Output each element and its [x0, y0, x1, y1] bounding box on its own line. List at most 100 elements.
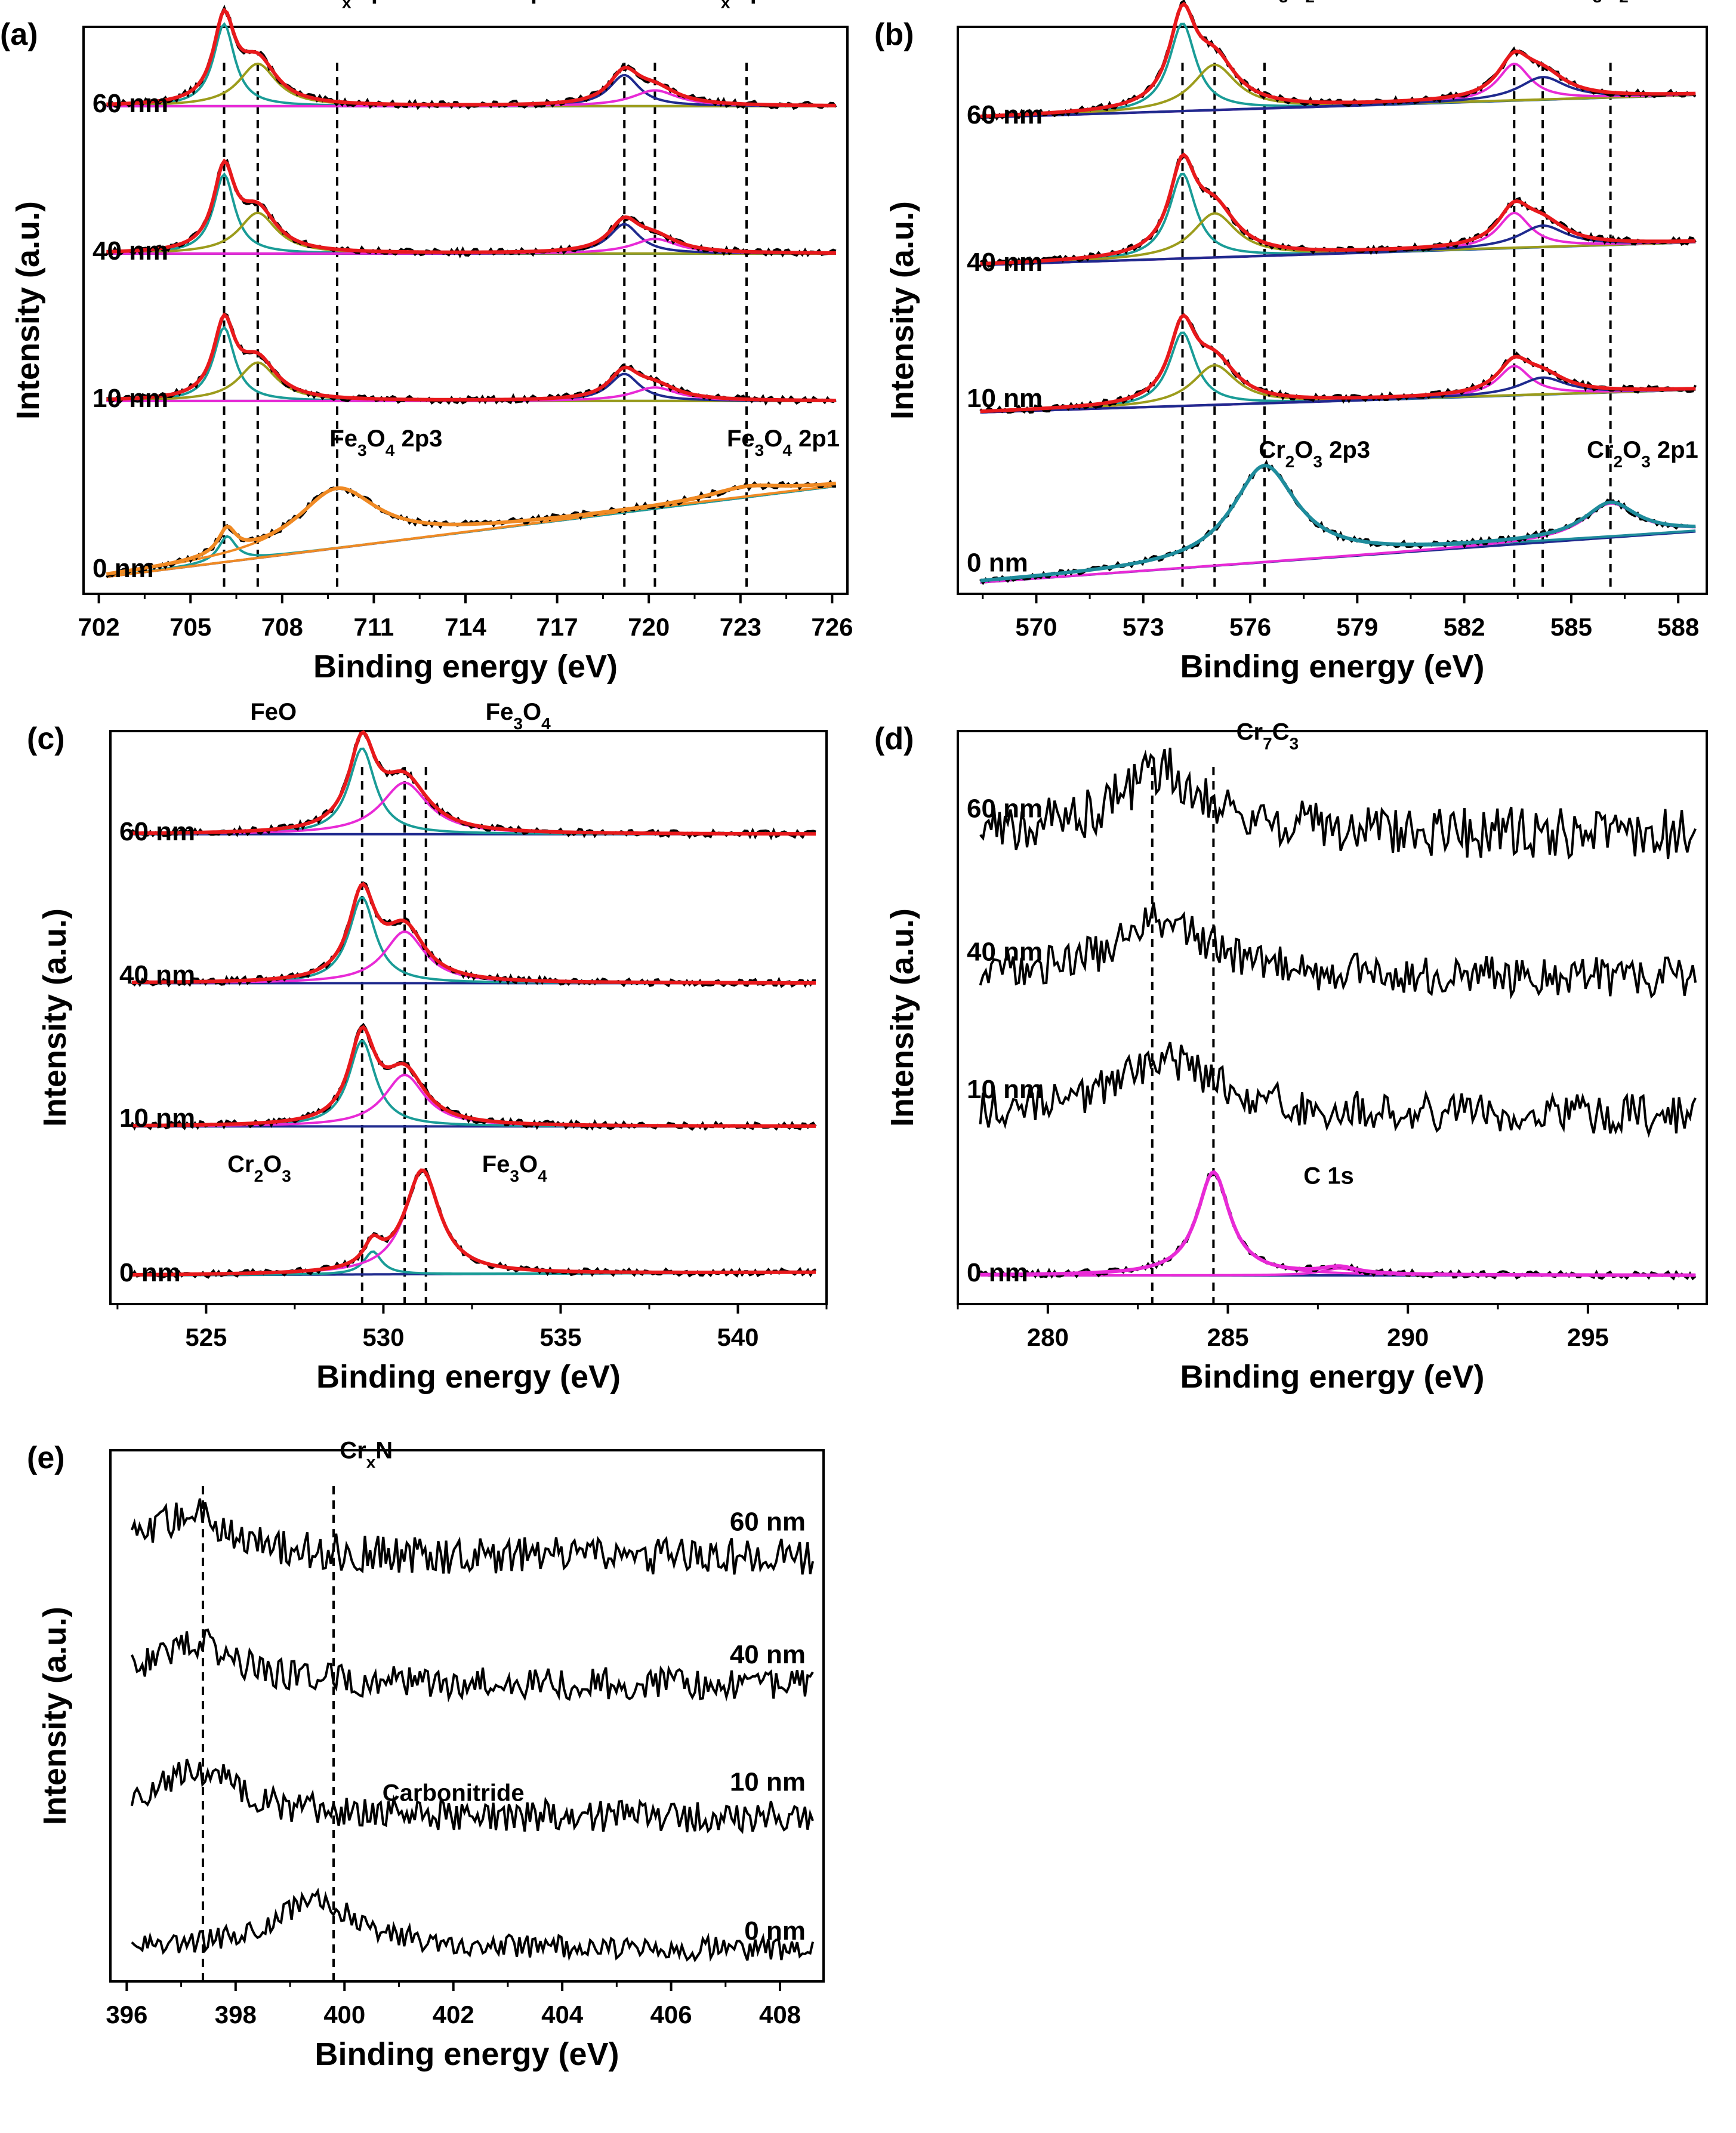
x-tick-label: 406 [650, 2001, 692, 2029]
x-tick-label: 585 [1550, 613, 1592, 641]
peak-annotation: FeCrx 2p3 [288, 0, 399, 11]
panel-label: (a) [0, 17, 38, 52]
x-tick-label: 535 [539, 1323, 581, 1351]
fit-envelope [131, 1025, 816, 1128]
spectrum-40-nm [131, 1628, 814, 1703]
raw-spectrum [979, 313, 1697, 414]
plot-frame [82, 26, 849, 595]
raw-spectrum [131, 730, 816, 840]
x-tick-label: 711 [354, 613, 394, 641]
raw-spectrum [979, 747, 1697, 860]
raw-spectrum [131, 1169, 816, 1280]
component-peak [980, 76, 1696, 119]
x-tick-label: 408 [759, 2001, 801, 2029]
component-peak [980, 376, 1696, 414]
peak-annotation: Fe 2p3 [483, 0, 559, 4]
panel-label: (b) [874, 17, 914, 52]
spectrum-40-nm [105, 158, 837, 259]
fit-envelope [131, 881, 816, 985]
depth-label: 0 nm [967, 1258, 1028, 1287]
depth-label: 40 nm [967, 937, 1043, 966]
peak-annotation: Cr2O3 2p1 [1587, 437, 1698, 471]
spectrum-60-nm [106, 4, 837, 110]
spectrum-10-nm [131, 1022, 817, 1131]
depth-label: 40 nm [92, 236, 168, 266]
x-tick-label: 576 [1229, 613, 1271, 641]
peak-annotation: Fe3O4 2p1 [727, 426, 840, 460]
raw-spectrum [106, 4, 837, 110]
fit-envelope [980, 1170, 1696, 1277]
panel-label: (e) [27, 1441, 65, 1475]
panel-label: (d) [874, 722, 914, 756]
peak-annotation: CrxN [340, 1437, 393, 1471]
raw-spectrum [131, 1887, 815, 1963]
fit-envelope [980, 313, 1696, 414]
depth-label: 10 nm [119, 1104, 195, 1133]
x-tick-label: 525 [185, 1323, 227, 1351]
fit-envelope [131, 1168, 816, 1277]
x-tick-label: 579 [1336, 613, 1378, 641]
peak-annotation: Cr3C2 2p3 [1252, 0, 1362, 6]
panel-e: (e) 396 398 400 402 404 406 408 Binding energy (… [27, 1437, 825, 2072]
spectrum-10-nm [106, 312, 837, 406]
x-axis-label: Binding energy (eV) [313, 649, 618, 685]
spectrum-60-nm [979, 747, 1697, 860]
peak-annotation: FeO [250, 699, 297, 725]
y-axis-label: Intensity (a.u.) [37, 1607, 73, 1825]
component-peak [131, 896, 816, 985]
x-tick-label: 404 [541, 2001, 584, 2029]
spectrum-60-nm [130, 1498, 815, 1575]
depth-label: 10 nm [967, 1075, 1043, 1104]
component-peak [106, 484, 837, 576]
x-tick-label: 723 [720, 613, 761, 641]
x-axis-label: Binding energy (eV) [314, 2036, 619, 2072]
peak-annotation: Carbonitride [383, 1780, 525, 1806]
x-tick-label: 717 [536, 613, 578, 641]
y-axis-label: Intensity (a.u.) [884, 201, 920, 420]
x-tick-label: 702 [78, 613, 120, 641]
x-tick-label: 280 [1027, 1323, 1069, 1351]
depth-label: 40 nm [119, 960, 195, 990]
peak-annotation: Fe3O4 2p3 [329, 426, 442, 460]
fit-envelope [980, 464, 1696, 582]
plot-frame [109, 730, 828, 1305]
spectrum-0-nm [979, 1169, 1697, 1281]
component-peak [106, 62, 836, 107]
x-tick-label: 720 [628, 613, 670, 641]
raw-spectrum [130, 1758, 814, 1835]
panel-c: (c) 525 530 535 540 Binding energy (eV) Intens… [27, 699, 828, 1395]
fit-envelope [106, 312, 836, 402]
plot-frame [109, 1449, 825, 1983]
peak-annotation: Cr2O3 2p3 [1259, 437, 1370, 471]
fit-envelope [106, 158, 836, 255]
component-peak [980, 224, 1696, 266]
x-tick-label: 588 [1657, 613, 1699, 641]
x-tick-label: 570 [1015, 613, 1057, 641]
depth-label: 60 nm [967, 794, 1043, 823]
spectrum-10-nm [979, 1041, 1697, 1138]
spectrum-60-nm [131, 730, 816, 840]
panel-d: (d) 280 285 290 295 Binding energy (eV) Intens… [874, 719, 1708, 1395]
depth-label: 0 nm [744, 1916, 806, 1946]
spectrum-0-nm [131, 1168, 816, 1280]
x-tick-label: 398 [215, 2001, 257, 2029]
raw-spectrum [105, 159, 837, 259]
spectrum-10-nm [979, 313, 1697, 414]
peak-annotation: FeCrx 2p1 [667, 0, 778, 11]
y-axis-label: Intensity (a.u.) [37, 908, 73, 1127]
x-tick-label: 540 [717, 1323, 758, 1351]
peak-annotation: Fe3O4 [482, 1151, 547, 1185]
depth-label: 0 nm [967, 548, 1028, 578]
x-tick-label: 285 [1207, 1323, 1248, 1351]
raw-spectrum [979, 1041, 1697, 1138]
plot-frame [957, 730, 1708, 1305]
component-peak [131, 1040, 816, 1128]
x-tick-label: 290 [1387, 1323, 1429, 1351]
peak-annotation: Cr2O3 [227, 1151, 291, 1185]
x-axis-label: Binding energy (eV) [1180, 649, 1484, 685]
x-axis-label: Binding energy (eV) [1180, 1359, 1484, 1395]
x-tick-label: 573 [1123, 613, 1164, 641]
component-peak [131, 747, 816, 836]
component-peak [980, 63, 1696, 119]
x-tick-label: 295 [1567, 1323, 1609, 1351]
